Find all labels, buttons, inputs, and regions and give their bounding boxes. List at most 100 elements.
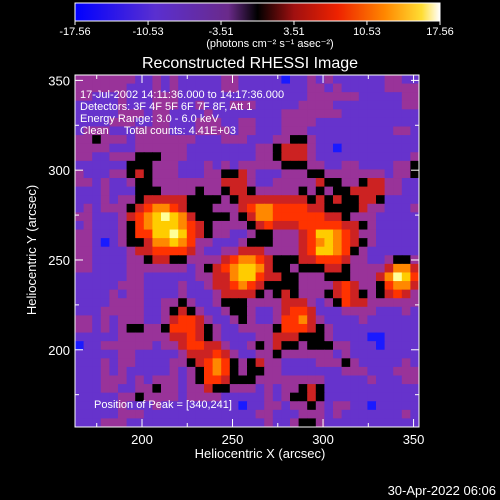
image-pixel — [229, 203, 239, 213]
image-pixel — [109, 323, 119, 334]
image-pixel — [75, 238, 85, 248]
image-pixel — [221, 220, 231, 231]
image-pixel — [341, 117, 351, 128]
image-pixel — [247, 306, 257, 316]
image-pixel — [186, 246, 196, 256]
image-pixel — [212, 418, 222, 427]
image-pixel — [307, 306, 317, 316]
image-pixel — [178, 332, 188, 342]
image-pixel — [92, 306, 102, 316]
image-pixel — [126, 83, 136, 93]
image-pixel — [100, 401, 110, 411]
image-pixel — [376, 212, 386, 222]
image-pixel — [100, 263, 110, 274]
image-pixel — [238, 117, 248, 128]
image-pixel — [358, 92, 368, 102]
image-pixel — [186, 75, 196, 85]
image-pixel — [410, 358, 419, 368]
image-pixel — [212, 246, 222, 256]
x-axis-label: Heliocentric X (arcsec) — [195, 446, 326, 461]
image-pixel — [169, 255, 179, 265]
image-pixel — [376, 109, 386, 119]
image-pixel — [92, 83, 102, 93]
image-pixel — [238, 392, 248, 402]
image-pixel — [367, 418, 377, 427]
image-pixel — [135, 238, 145, 248]
image-pixel — [135, 186, 145, 196]
image-pixel — [376, 75, 386, 85]
image-pixel — [324, 281, 334, 291]
image-pixel — [212, 341, 222, 351]
image-pixel — [255, 220, 265, 231]
image-pixel — [281, 392, 291, 402]
image-pixel — [393, 341, 403, 351]
image-pixel — [264, 272, 274, 282]
image-pixel — [393, 281, 403, 291]
image-pixel — [264, 75, 274, 85]
image-pixel — [272, 135, 282, 145]
image-pixel — [161, 384, 171, 394]
colorbar-gradient — [74, 2, 441, 22]
image-pixel — [195, 401, 205, 411]
colorbar-tick-label: -17.56 — [59, 26, 90, 38]
image-pixel — [324, 126, 334, 136]
image-pixel — [384, 203, 394, 213]
image-pixel — [238, 315, 248, 325]
image-pixel — [401, 203, 411, 213]
image-pixel — [358, 384, 368, 394]
image-pixel — [204, 392, 214, 402]
image-pixel — [333, 298, 343, 308]
image-pixel — [186, 92, 196, 102]
image-pixel — [315, 83, 325, 93]
image-pixel — [143, 195, 153, 205]
image-pixel — [358, 178, 368, 188]
image-pixel — [75, 92, 85, 102]
image-pixel — [315, 238, 325, 248]
image-pixel — [152, 358, 162, 368]
image-pixel — [367, 100, 377, 110]
image-pixel — [358, 358, 368, 368]
image-pixel — [333, 220, 343, 231]
image-pixel — [367, 186, 377, 196]
image-pixel — [324, 332, 334, 342]
image-pixel — [204, 289, 214, 299]
image-pixel — [118, 135, 128, 145]
image-pixel — [143, 203, 153, 213]
image-pixel — [410, 332, 419, 342]
image-pixel — [298, 332, 308, 342]
image-pixel — [341, 169, 351, 179]
image-pixel — [324, 384, 334, 394]
image-pixel — [135, 135, 145, 145]
image-pixel — [238, 178, 248, 188]
image-pixel — [118, 186, 128, 196]
image-pixel — [298, 126, 308, 136]
image-pixel — [161, 109, 171, 119]
image-pixel — [126, 332, 136, 342]
image-pixel — [393, 143, 403, 153]
image-pixel — [281, 143, 291, 153]
image-pixel — [238, 281, 248, 291]
image-pixel — [376, 178, 386, 188]
image-pixel — [315, 289, 325, 299]
image-pixel — [255, 100, 265, 110]
image-pixel — [118, 117, 128, 128]
image-pixel — [100, 358, 110, 368]
image-pixel — [118, 263, 128, 274]
image-pixel — [350, 75, 360, 85]
image-pixel — [109, 169, 119, 179]
image-pixel — [298, 212, 308, 222]
image-pixel — [401, 323, 411, 334]
image-pixel — [358, 349, 368, 359]
image-pixel — [143, 238, 153, 248]
image-pixel — [135, 126, 145, 136]
image-pixel — [109, 306, 119, 316]
image-pixel — [75, 418, 85, 427]
image-pixel — [341, 75, 351, 85]
image-pixel — [83, 212, 93, 222]
y-axis-label: Heliocentric Y (arcsec) — [24, 185, 39, 315]
image-pixel — [264, 117, 274, 128]
image-pixel — [376, 392, 386, 402]
image-pixel — [384, 100, 394, 110]
image-pixel — [152, 392, 162, 402]
image-pixel — [126, 117, 136, 128]
